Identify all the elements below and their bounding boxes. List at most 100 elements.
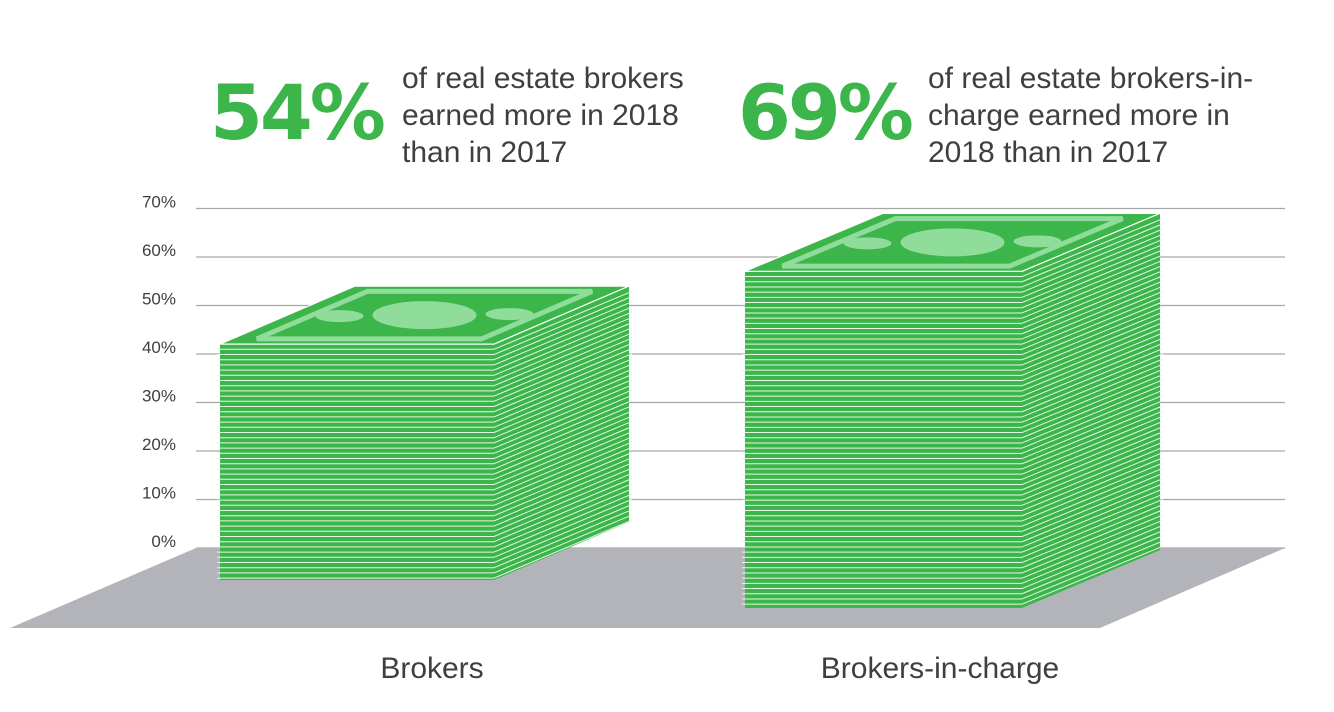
bill-edge: [493, 353, 633, 413]
bill-edge: [1021, 322, 1164, 382]
bar-brokers-in-charge: [742, 212, 1164, 608]
bill-edge: [493, 498, 633, 558]
bill-edge: [493, 296, 633, 355]
bill-edge: [1021, 452, 1164, 512]
bill-edge: [493, 478, 633, 537]
bill-edge: [1021, 498, 1164, 558]
bill-edge: [493, 348, 633, 407]
bill-edge: [493, 400, 633, 459]
bill-edge: [1021, 363, 1164, 423]
bill-edge: [493, 332, 633, 392]
bill-edge: [493, 493, 633, 553]
bill-edge: [1021, 467, 1164, 527]
bill-edge: [1021, 348, 1164, 408]
bill-edge: [493, 306, 633, 366]
bill-edge: [1021, 540, 1164, 600]
bill-left-oval: [315, 310, 364, 323]
y-tick-label: 0%: [151, 532, 176, 551]
bill-edge: [1021, 290, 1164, 350]
bill-edge: [1021, 509, 1164, 569]
bill-edge: [1021, 493, 1164, 553]
bill-edge: [493, 514, 633, 574]
bill-edge: [493, 420, 633, 480]
bill-edge: [493, 363, 633, 423]
bill-edge: [1021, 296, 1164, 356]
bill-edge: [1021, 379, 1164, 439]
y-tick-label: 20%: [142, 435, 176, 454]
bill-left-oval: [843, 237, 892, 250]
bill-edge: [493, 342, 633, 402]
bill-edge: [493, 415, 633, 475]
bill-edge: [493, 436, 633, 496]
bill-right-oval: [1013, 235, 1062, 248]
bill-border: [255, 288, 594, 342]
bill-edge: [493, 384, 633, 444]
bill-edge: [493, 374, 633, 433]
bill-edge: [1021, 311, 1164, 371]
stat-brokers-value: 54%: [210, 68, 386, 157]
bill-right-oval: [485, 308, 534, 321]
bill-edge: [1021, 275, 1164, 335]
bill-center-oval: [372, 301, 477, 330]
bill-edge: [493, 410, 633, 470]
bill-edge: [493, 389, 633, 449]
stack-front: [220, 344, 494, 580]
bill-edge: [1021, 415, 1164, 475]
bill-center-oval: [900, 228, 1005, 257]
bill-edge: [1021, 270, 1164, 330]
bill-edge: [493, 337, 633, 397]
bill-edge: [493, 311, 633, 371]
bill-edge: [1021, 441, 1164, 501]
bill-edge: [1021, 368, 1164, 428]
bill-edge: [1021, 524, 1164, 584]
bill-edge: [493, 483, 633, 543]
bill-edge: [1021, 228, 1164, 288]
bill-edge: [493, 472, 633, 532]
bill-edge: [1021, 353, 1164, 413]
bill-edge: [493, 426, 633, 485]
bill-edge: [1021, 254, 1164, 314]
bill-edge: [1021, 545, 1164, 605]
stat-brokers-in-charge: 69% of real estate brokers-in- charge ea…: [738, 58, 1298, 169]
bill-edge: [1021, 301, 1164, 361]
bill-edge: [493, 322, 633, 381]
bill-edge: [1021, 306, 1164, 366]
bill-edge: [1021, 462, 1164, 522]
bill-edge: [1021, 244, 1164, 304]
bill-edge: [493, 379, 633, 439]
bill-edge: [1021, 337, 1164, 397]
bill-edge: [1021, 332, 1164, 392]
bill-edge: [493, 504, 633, 563]
bill-edge: [1021, 384, 1164, 444]
bill-edge: [1021, 264, 1164, 324]
bill-edge: [493, 457, 633, 517]
y-tick-label: 10%: [142, 484, 176, 503]
bill-edge: [1021, 472, 1164, 532]
bill-edge: [1021, 514, 1164, 574]
bill-edge: [1021, 504, 1164, 564]
bill-edge: [1021, 374, 1164, 434]
bill-edge: [1021, 316, 1164, 376]
bill-edge: [1021, 519, 1164, 579]
bill-edge: [1021, 410, 1164, 470]
bill-edge: [1021, 405, 1164, 465]
stat-brokers: 54% of real estate brokers earned more i…: [210, 58, 710, 169]
bar-brokers: [217, 285, 633, 580]
category-label: Brokers-in-charge: [821, 652, 1059, 685]
bill-edge: [1021, 436, 1164, 496]
bill-edge: [493, 290, 633, 350]
bill-edge: [1021, 327, 1164, 387]
bill-edge: [1021, 233, 1164, 293]
bill-edge: [493, 327, 633, 387]
bill-edge: [1021, 285, 1164, 345]
bill-edge: [1021, 426, 1164, 486]
bill-edge: [493, 446, 633, 506]
y-tick-label: 50%: [142, 290, 176, 309]
y-tick-label: 40%: [142, 338, 176, 357]
bill-edge: [1021, 457, 1164, 517]
bill-edge: [1021, 431, 1164, 491]
bill-edge: [1021, 358, 1164, 418]
bill-edge: [1021, 223, 1164, 283]
bill-edge: [1021, 530, 1164, 590]
